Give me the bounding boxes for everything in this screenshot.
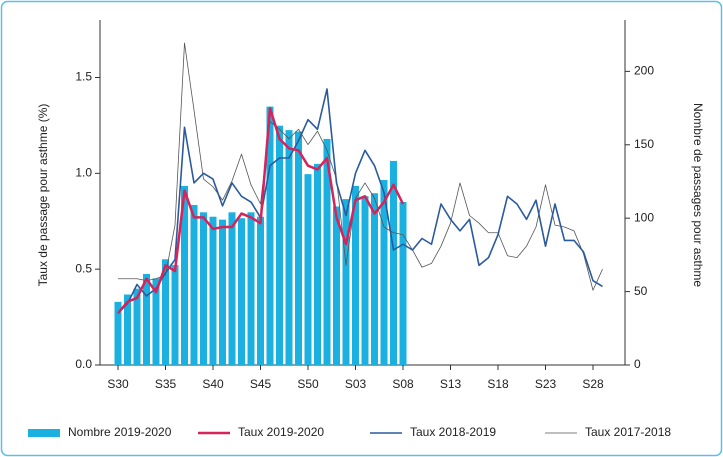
x-tick-label: S45: [250, 377, 272, 391]
bar: [247, 212, 255, 365]
x-tick-label: S40: [202, 377, 224, 391]
bar: [228, 212, 236, 365]
bar: [171, 265, 179, 365]
legend-label: Taux 2017-2018: [585, 425, 671, 439]
bar: [390, 160, 397, 365]
legend-label: Taux 2018-2019: [410, 425, 496, 439]
bar: [276, 125, 283, 366]
x-tick-label: S03: [345, 377, 367, 391]
y2-tick-label: 0: [634, 357, 641, 371]
x-tick-label: S13: [440, 377, 462, 391]
x-tick-label: S28: [582, 377, 604, 391]
y2-tick-label: 100: [634, 210, 654, 224]
bar: [361, 196, 369, 365]
y2-tick-label: 150: [634, 137, 654, 151]
x-tick-label: S30: [107, 377, 129, 391]
bar: [323, 138, 331, 365]
line: [117, 106, 405, 315]
bar: [333, 206, 340, 365]
x-tick-label: S18: [487, 377, 509, 391]
y-axis-title: Taux de passage pour asthme (%): [36, 104, 50, 287]
x-tick-label: S08: [392, 377, 414, 391]
y-tick-label: 0.0: [75, 357, 92, 371]
bar: [190, 204, 198, 365]
bar: [133, 288, 141, 365]
y-tick-label: 1.0: [75, 166, 92, 180]
bar: [371, 193, 378, 365]
bar: [399, 202, 407, 365]
bar: [285, 130, 293, 365]
bar: [266, 106, 274, 366]
x-tick-label: S23: [535, 377, 557, 391]
x-tick-label: S50: [297, 377, 319, 391]
line: [118, 42, 603, 291]
bar: [162, 259, 169, 365]
y-tick-label: 0.5: [75, 261, 92, 275]
bar: [143, 273, 150, 365]
legend-label: Nombre 2019-2020: [68, 425, 172, 439]
x-tick-label: S35: [155, 377, 177, 391]
line: [117, 88, 603, 314]
bar: [152, 278, 160, 365]
bar: [200, 212, 207, 365]
y-tick-label: 1.5: [75, 70, 92, 84]
bar: [352, 185, 359, 365]
bar: [342, 199, 350, 365]
bar: [181, 185, 188, 365]
legend-swatch: [28, 429, 60, 437]
y2-tick-label: 200: [634, 64, 654, 78]
bar: [114, 301, 122, 365]
bar: [219, 219, 226, 365]
bar: [209, 216, 217, 365]
bar: [124, 294, 131, 365]
legend-label: Taux 2019-2020: [238, 425, 324, 439]
y2-tick-label: 50: [634, 284, 648, 298]
bar: [304, 174, 312, 365]
y2-axis-title: Nombre de passages pour asthme: [691, 103, 705, 287]
bar: [380, 180, 388, 365]
bar: [314, 163, 321, 365]
bar: [295, 131, 302, 365]
bar: [238, 218, 245, 365]
bar: [257, 216, 264, 365]
